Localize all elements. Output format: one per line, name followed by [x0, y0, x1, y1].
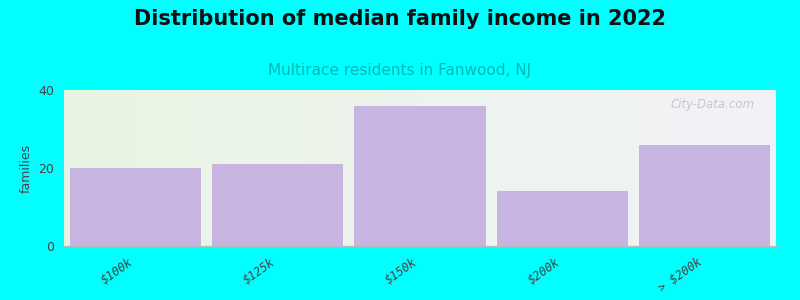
- Text: Multirace residents in Fanwood, NJ: Multirace residents in Fanwood, NJ: [269, 63, 531, 78]
- Bar: [639, 145, 770, 246]
- Bar: [70, 168, 201, 246]
- Text: Distribution of median family income in 2022: Distribution of median family income in …: [134, 9, 666, 29]
- Y-axis label: families: families: [20, 143, 33, 193]
- Bar: [497, 191, 628, 246]
- Text: City-Data.com: City-Data.com: [670, 98, 754, 111]
- Bar: [212, 164, 343, 246]
- Bar: [354, 106, 486, 246]
